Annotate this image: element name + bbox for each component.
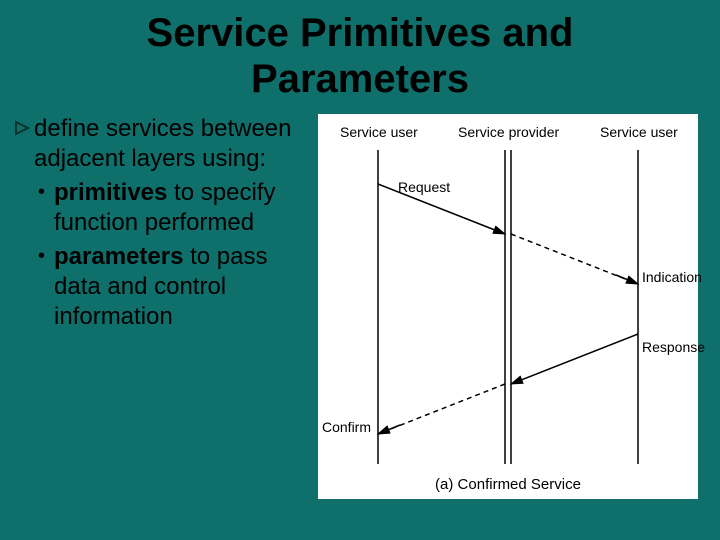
response-arrow [511,334,638,384]
sub1-bold: primitives [54,179,167,206]
sub-bullet-2: • parameters to pass data and control in… [38,242,310,332]
label-user-right: Service user [600,124,678,140]
dot-icon: • [38,178,54,238]
label-request: Request [398,179,450,195]
diagram-panel: Service user Service provider Service us… [318,114,698,499]
label-response: Response [642,339,705,355]
text-column: define services between adjacent layers … [0,114,310,499]
title-line-2: Parameters [0,56,720,102]
sequence-diagram [318,114,698,499]
slide-title: Service Primitives and Parameters [0,0,720,102]
diagram-caption: (a) Confirmed Service [435,476,581,493]
dot-icon: • [38,242,54,332]
label-user-left: Service user [340,124,418,140]
main-bullet-text: define services between adjacent layers … [34,114,310,174]
title-line-1: Service Primitives and [0,10,720,56]
label-provider: Service provider [458,124,559,140]
sub-bullet-2-text: parameters to pass data and control info… [54,242,310,332]
sub-bullet-1-text: primitives to specify function performed [54,178,310,238]
confirm-arrow [378,425,400,434]
arrow-icon [14,120,30,136]
label-indication: Indication [642,269,702,285]
label-confirm: Confirm [322,419,371,435]
main-bullet: define services between adjacent layers … [14,114,310,174]
sub-bullet-1: • primitives to specify function perform… [38,178,310,238]
sub2-bold: parameters [54,243,183,270]
indication-arrow [616,275,638,284]
content-area: define services between adjacent layers … [0,114,720,499]
